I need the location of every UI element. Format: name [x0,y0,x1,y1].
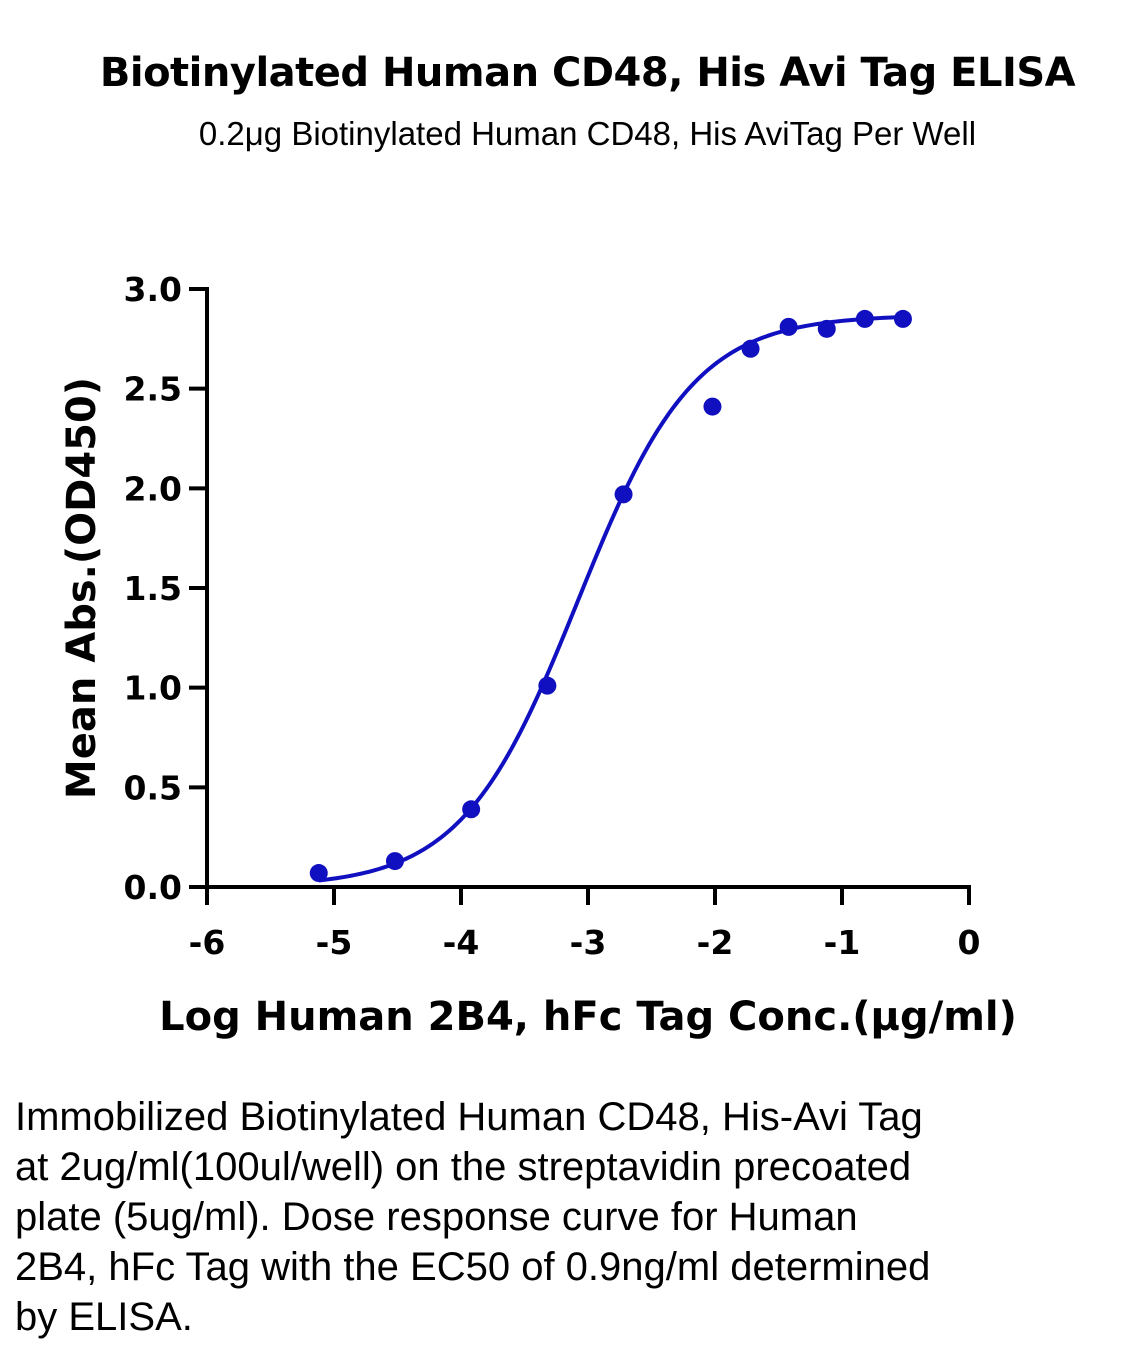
y-axis-title: Mean Abs.(OD450) [59,377,105,799]
y-tick-label: 1.0 [124,669,182,708]
x-tick-label: 0 [958,923,981,962]
dose-response-chart: 0.0 0.5 1.0 1.5 2.0 2.5 3.0 -6 -5 -4 -3 -2 -1 0 Log H… [59,270,1017,1040]
data-point [741,339,760,358]
fit-curve [318,315,904,883]
data-point [779,317,798,336]
chart-subtitle: 0.2μg Biotinylated Human CD48, His AviTa… [198,115,977,152]
fit-curve-layer [318,315,904,883]
chart-axes: 0.0 0.5 1.0 1.5 2.0 2.5 3.0 -6 -5 -4 -3 -2 -1 0 [124,270,981,962]
data-point [538,676,557,695]
y-tick-label: 1.5 [124,569,182,608]
y-tick-label: 0.5 [124,768,182,807]
data-point [385,852,404,871]
chart-title: Biotinylated Human CD48, His Avi Tag ELI… [99,50,1076,96]
data-point [703,397,722,416]
x-tick-label: -6 [189,923,226,962]
y-tick-label: 2.0 [124,469,182,508]
y-tick-label: 0.0 [124,868,182,907]
data-point [614,485,633,504]
x-tick-label: -5 [316,923,353,962]
x-tick-label: -2 [697,923,734,962]
data-point [462,800,481,819]
data-point [893,309,912,328]
data-point [309,864,328,883]
y-tick-label: 2.5 [124,370,182,409]
data-point [817,319,836,338]
figure-caption: Immobilized Biotinylated Human CD48, His… [15,1095,931,1339]
x-tick-label: -1 [824,923,861,962]
x-axis-title: Log Human 2B4, hFc Tag Conc.(μg/ml) [159,994,1017,1040]
x-tick-label: -3 [570,923,607,962]
data-points-layer [309,309,912,883]
y-tick-label: 3.0 [124,270,182,309]
x-tick-label: -4 [443,923,480,962]
data-point [855,309,874,328]
